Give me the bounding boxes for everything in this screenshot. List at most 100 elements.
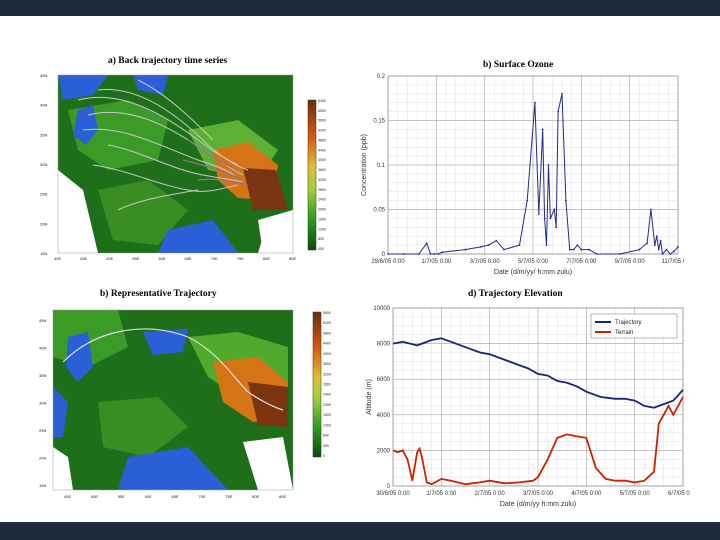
data-point: [576, 244, 579, 247]
y-tick-label: 10000: [373, 306, 390, 312]
longitude-tick-label: 70E: [211, 256, 218, 261]
data-point: [659, 239, 662, 242]
data-point: [595, 253, 598, 255]
data-point: [665, 248, 668, 251]
longitude-tick-label: 55E: [132, 256, 139, 261]
longitude-tick-label: 85E: [279, 494, 286, 499]
data-point: [503, 248, 505, 251]
colorbar-tick-label: 800: [323, 434, 329, 438]
colorbar-tick-label: 5200: [318, 129, 326, 133]
data-point: [638, 248, 641, 251]
y-tick-label: 0.15: [373, 119, 385, 125]
y-tick-label: 0.05: [373, 208, 385, 214]
latitude-tick-label: 15N: [39, 483, 46, 488]
x-tick-label: 5/7/05 0:00: [620, 491, 651, 497]
colorbar-tick-label: 1600: [323, 413, 331, 417]
data-point: [657, 248, 660, 251]
latitude-tick-label: 35N: [39, 373, 46, 378]
colorbar-tick-label: 6000: [318, 109, 326, 113]
representative-trajectory-panel: b) Representative Trajectory: [38, 285, 338, 500]
data-point: [537, 213, 540, 215]
colorbar-tick-label: 2400: [318, 198, 326, 202]
data-point: [655, 235, 658, 238]
colorbar-tick-label: 4400: [318, 148, 326, 152]
colorbar-tick-label: 2800: [318, 188, 326, 192]
data-point: [425, 242, 428, 245]
y-tick-label: 8000: [377, 342, 391, 348]
longitude-tick-label: 65E: [185, 256, 192, 261]
colorbar-tick-label: 3200: [323, 372, 331, 376]
colorbar-tick-label: 4000: [323, 352, 331, 356]
bottom-banner: [0, 522, 720, 540]
latitude-tick-label: 30N: [39, 401, 46, 406]
colorbar-tick-label: 0: [323, 454, 325, 458]
longitude-tick-label: 45E: [80, 256, 87, 261]
y-axis-label: Altitude (m): [366, 379, 373, 415]
latitude-tick-label: 30N: [40, 162, 47, 167]
data-point: [429, 253, 432, 255]
colorbar-tick-label: 5600: [318, 119, 326, 123]
colorbar-tick-label: 3200: [318, 178, 326, 182]
x-tick-label: 30/6/05 0:00: [376, 491, 410, 497]
longitude-tick-label: 60E: [145, 494, 152, 499]
y-tick-label: 0.2: [377, 74, 386, 80]
data-point: [646, 242, 648, 245]
data-point: [441, 251, 444, 254]
latitude-tick-label: 20N: [40, 221, 47, 226]
colorbar-tick-label: 2800: [323, 383, 331, 387]
longitude-tick-label: 70E: [198, 494, 205, 499]
colorbar-tick-label: 400: [318, 247, 324, 251]
data-point: [402, 253, 405, 255]
y-tick-label: 0: [382, 252, 386, 258]
colorbar-tick-label: 2400: [323, 393, 331, 397]
latitude-tick-label: 40N: [39, 346, 46, 351]
colorbar-tick-label: 2000: [318, 208, 326, 212]
data-point: [543, 217, 546, 220]
data-point: [677, 245, 679, 248]
data-point: [619, 253, 621, 255]
colorbar-tick-label: 3600: [323, 362, 331, 366]
data-point: [661, 253, 664, 255]
data-point: [653, 244, 656, 247]
data-point: [437, 253, 440, 255]
longitude-tick-label: 75E: [225, 494, 232, 499]
data-point: [464, 248, 467, 251]
series-line-0: [388, 93, 679, 256]
x-tick-label: 7/7/05 0:00: [566, 259, 597, 265]
legend-label: Terrain: [615, 330, 633, 336]
x-tick-label: 3/7/05 0:00: [523, 491, 554, 497]
colorbar-tick-label: 6400: [318, 99, 326, 103]
series-line-trajectory: [392, 337, 684, 409]
x-tick-label: 1/7/05 0:00: [421, 259, 452, 265]
data-point: [479, 245, 482, 248]
x-tick-label: 9/7/05 0:00: [615, 259, 646, 265]
legend: [590, 313, 678, 339]
colorbar-tick-label: 400: [323, 444, 329, 448]
y-tick-label: 2000: [377, 448, 391, 454]
data-point: [541, 128, 544, 131]
data-point: [588, 248, 590, 251]
longitude-tick-label: 80E: [252, 494, 259, 499]
longitude-tick-label: 55E: [118, 494, 125, 499]
colorbar-tick-label: 5200: [323, 321, 331, 325]
longitude-tick-label: 60E: [158, 256, 165, 261]
data-point: [518, 244, 521, 247]
longitude-tick-label: 50E: [91, 494, 98, 499]
data-point: [549, 217, 552, 220]
latitude-tick-label: 15N: [40, 251, 47, 256]
longitude-tick-label: 40E: [54, 256, 61, 261]
colorbar-tick-label: 4400: [323, 342, 331, 346]
data-point: [487, 244, 490, 247]
x-axis-label: Date (d/m/yy/ h:mm zulu): [494, 269, 572, 276]
data-point: [553, 208, 556, 211]
legend-label: Trajectory: [615, 320, 641, 326]
ozone-chart-title: b) Surface Ozone: [483, 60, 554, 70]
x-tick-label: 1/7/05 0:00: [426, 491, 457, 497]
x-tick-label: 2/7/05 0:00: [475, 491, 506, 497]
colorbar-tick-label: 1200: [323, 423, 331, 427]
data-point: [669, 253, 672, 255]
x-tick-label: 29/6/05 0:00: [371, 259, 405, 265]
data-point: [526, 199, 529, 202]
colorbar-tick-label: 3600: [318, 168, 326, 172]
longitude-tick-label: 75E: [237, 256, 244, 261]
